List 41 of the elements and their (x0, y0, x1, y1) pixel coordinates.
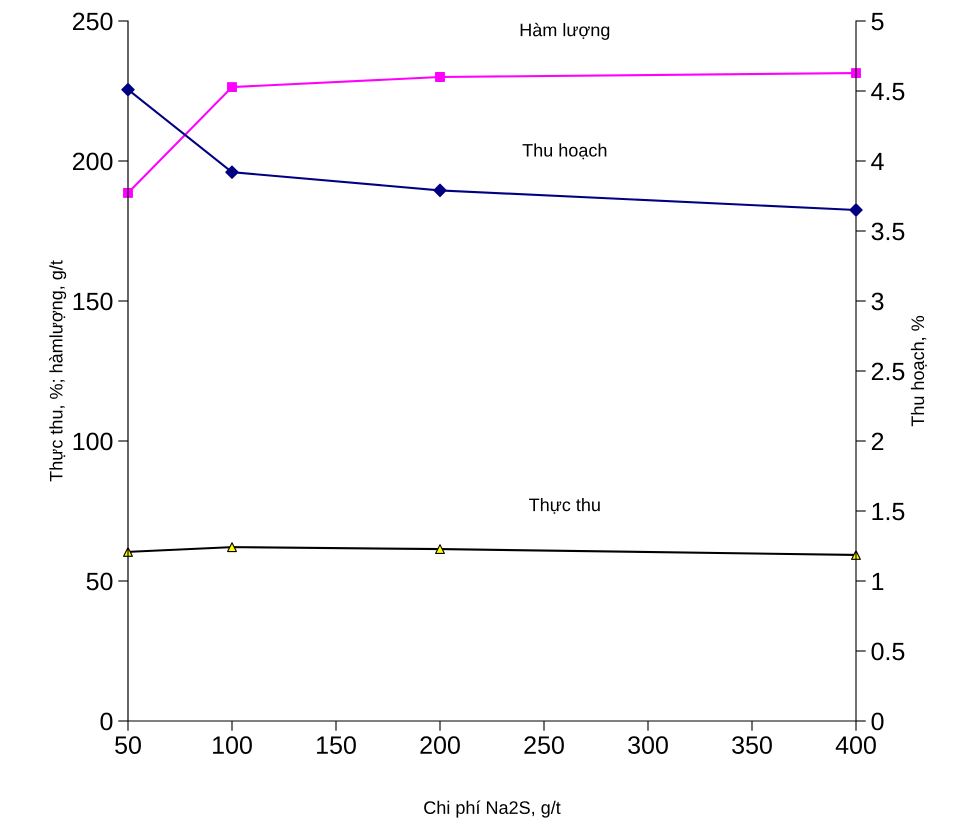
x-tick-label: 150 (317, 736, 356, 754)
y2-tick-label: 2.5 (872, 362, 904, 380)
y2-tick-label: 4.5 (871, 82, 904, 100)
y-tick-label: 50 (86, 572, 112, 590)
y2-tick-label: 5 (872, 12, 884, 30)
point (121, 82, 135, 96)
series-label: Hàm lượng (520, 22, 610, 40)
text: Thực thu (529, 498, 600, 514)
x-tick-label: 300 (628, 736, 668, 754)
y2-tick-label: 2 (872, 432, 884, 450)
point (227, 82, 237, 92)
point (435, 72, 445, 82)
x-axis-title: Chi phí Na2S, g/t (424, 800, 561, 818)
point (123, 188, 133, 198)
y-tick-label: 150 (74, 292, 112, 310)
y2-tick-label: 3 (872, 292, 884, 310)
x-tick-label: 400 (836, 736, 876, 754)
point (435, 544, 445, 554)
x-tick-label: 100 (213, 736, 252, 754)
y2-tick-label: 0 (872, 712, 884, 730)
y2-tick-label: 0.5 (872, 642, 904, 660)
x-tick-label: 250 (524, 736, 564, 754)
y2-tick-label: 1.5 (872, 502, 904, 520)
series-label: Thu hoạch (522, 143, 606, 160)
y-tick-label: 200 (72, 152, 112, 170)
y-tick-label: 100 (74, 432, 112, 450)
y-tick-label: 0 (100, 712, 112, 730)
point (227, 542, 237, 552)
point (849, 203, 863, 217)
x-tick-label: 350 (732, 736, 772, 754)
x-tick-label: 50 (115, 736, 141, 754)
point (851, 68, 861, 78)
y2-tick-label: 4 (871, 152, 884, 170)
y-axis-title: Thực thu, %; hàmlượng, g/t (49, 260, 66, 482)
y2-tick-label: 1 (872, 572, 884, 590)
y2-axis-title: Thu hoạch, % (910, 316, 927, 426)
x-tick-label: 200 (420, 736, 460, 754)
point (433, 184, 447, 198)
y2-tick-label: 3.5 (872, 222, 904, 240)
point (225, 165, 239, 179)
y-tick-label: 250 (72, 12, 112, 30)
